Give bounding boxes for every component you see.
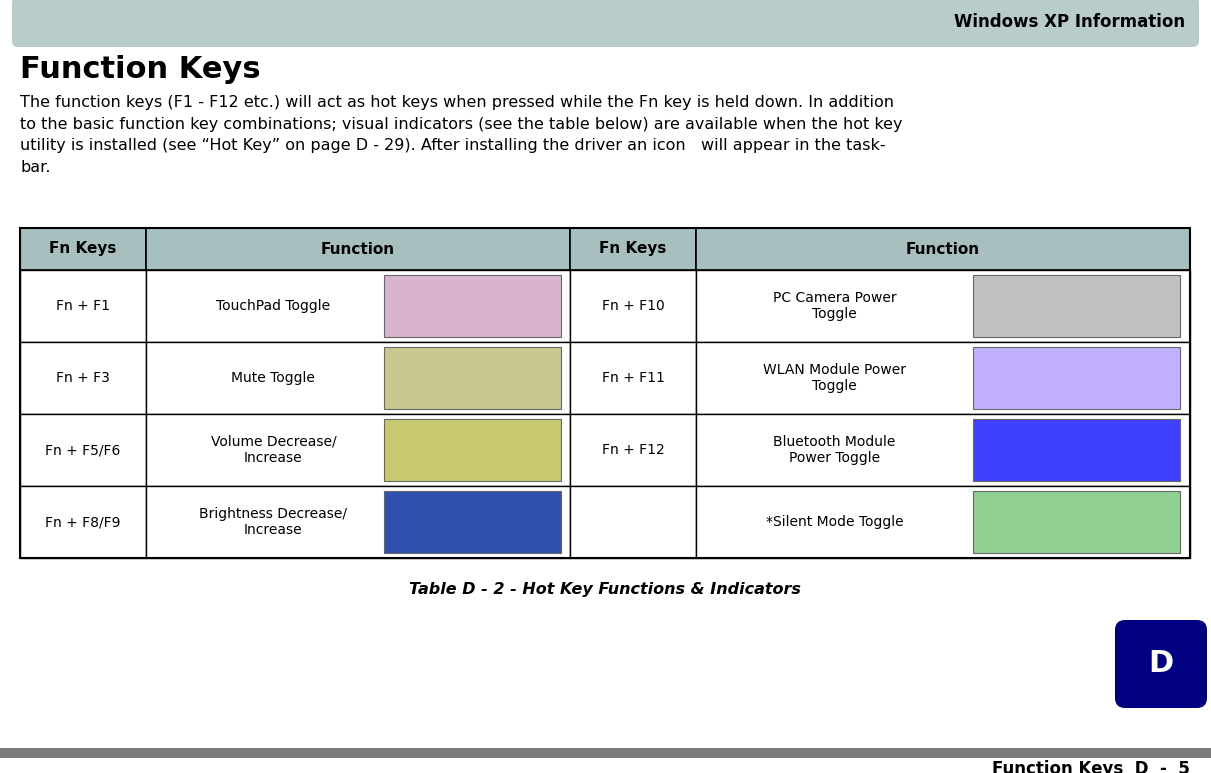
Text: Fn + F10: Fn + F10 [602,299,665,313]
Bar [0,748,1211,758]
Bar [570,342,696,414]
Text: TouchPad Toggle: TouchPad Toggle [217,299,331,313]
Bar [570,486,696,558]
Bar [147,228,570,270]
Bar [384,419,562,481]
Text: Function Keys  D  -  5: Function Keys D - 5 [992,760,1190,773]
Bar [21,270,147,342]
Bar [21,228,147,270]
Bar [147,486,570,558]
Bar [696,342,1190,414]
Text: Fn + F8/F9: Fn + F8/F9 [46,515,121,529]
Bar [147,414,570,486]
Bar [696,486,1190,558]
Bar [21,342,147,414]
Bar [972,491,1181,553]
Bar [384,347,562,409]
Text: Fn + F1: Fn + F1 [56,299,110,313]
Text: Fn + F12: Fn + F12 [602,443,665,457]
Text: Function: Function [906,241,980,257]
Text: Volume Decrease/
Increase: Volume Decrease/ Increase [211,435,337,465]
Bar [21,486,147,558]
Bar [696,270,1190,342]
Text: Fn + F3: Fn + F3 [56,371,110,385]
Bar [384,275,562,337]
Bar [21,228,1190,558]
Text: PC Camera Power
Toggle: PC Camera Power Toggle [773,291,896,321]
Text: The function keys (F1 - F12 etc.) will act as hot keys when pressed while the Fn: The function keys (F1 - F12 etc.) will a… [21,95,902,175]
Bar [147,270,570,342]
Text: Fn Keys: Fn Keys [50,241,117,257]
Bar [570,270,696,342]
Text: *Silent Mode Toggle: *Silent Mode Toggle [765,515,903,529]
Bar [696,414,1190,486]
Text: WLAN Module Power
Toggle: WLAN Module Power Toggle [763,363,906,393]
FancyBboxPatch shape [1115,620,1207,708]
Text: Fn Keys: Fn Keys [599,241,667,257]
Text: Bluetooth Module
Power Toggle: Bluetooth Module Power Toggle [774,435,896,465]
Text: Table D - 2 - Hot Key Functions & Indicators: Table D - 2 - Hot Key Functions & Indica… [409,582,800,597]
Bar [972,275,1181,337]
Bar [384,491,562,553]
Text: Windows XP Information: Windows XP Information [954,13,1186,31]
Bar [570,414,696,486]
Bar [147,342,570,414]
Text: Function: Function [321,241,395,257]
Bar [570,228,696,270]
Bar [21,414,147,486]
Text: Fn + F5/F6: Fn + F5/F6 [46,443,121,457]
Text: Function Keys: Function Keys [21,55,260,84]
Text: D: D [1148,649,1173,679]
FancyBboxPatch shape [12,0,1199,47]
Text: Fn + F11: Fn + F11 [602,371,665,385]
Bar [696,228,1190,270]
Bar [972,347,1181,409]
Text: Mute Toggle: Mute Toggle [231,371,315,385]
Bar [972,419,1181,481]
Text: Brightness Decrease/
Increase: Brightness Decrease/ Increase [200,507,348,537]
